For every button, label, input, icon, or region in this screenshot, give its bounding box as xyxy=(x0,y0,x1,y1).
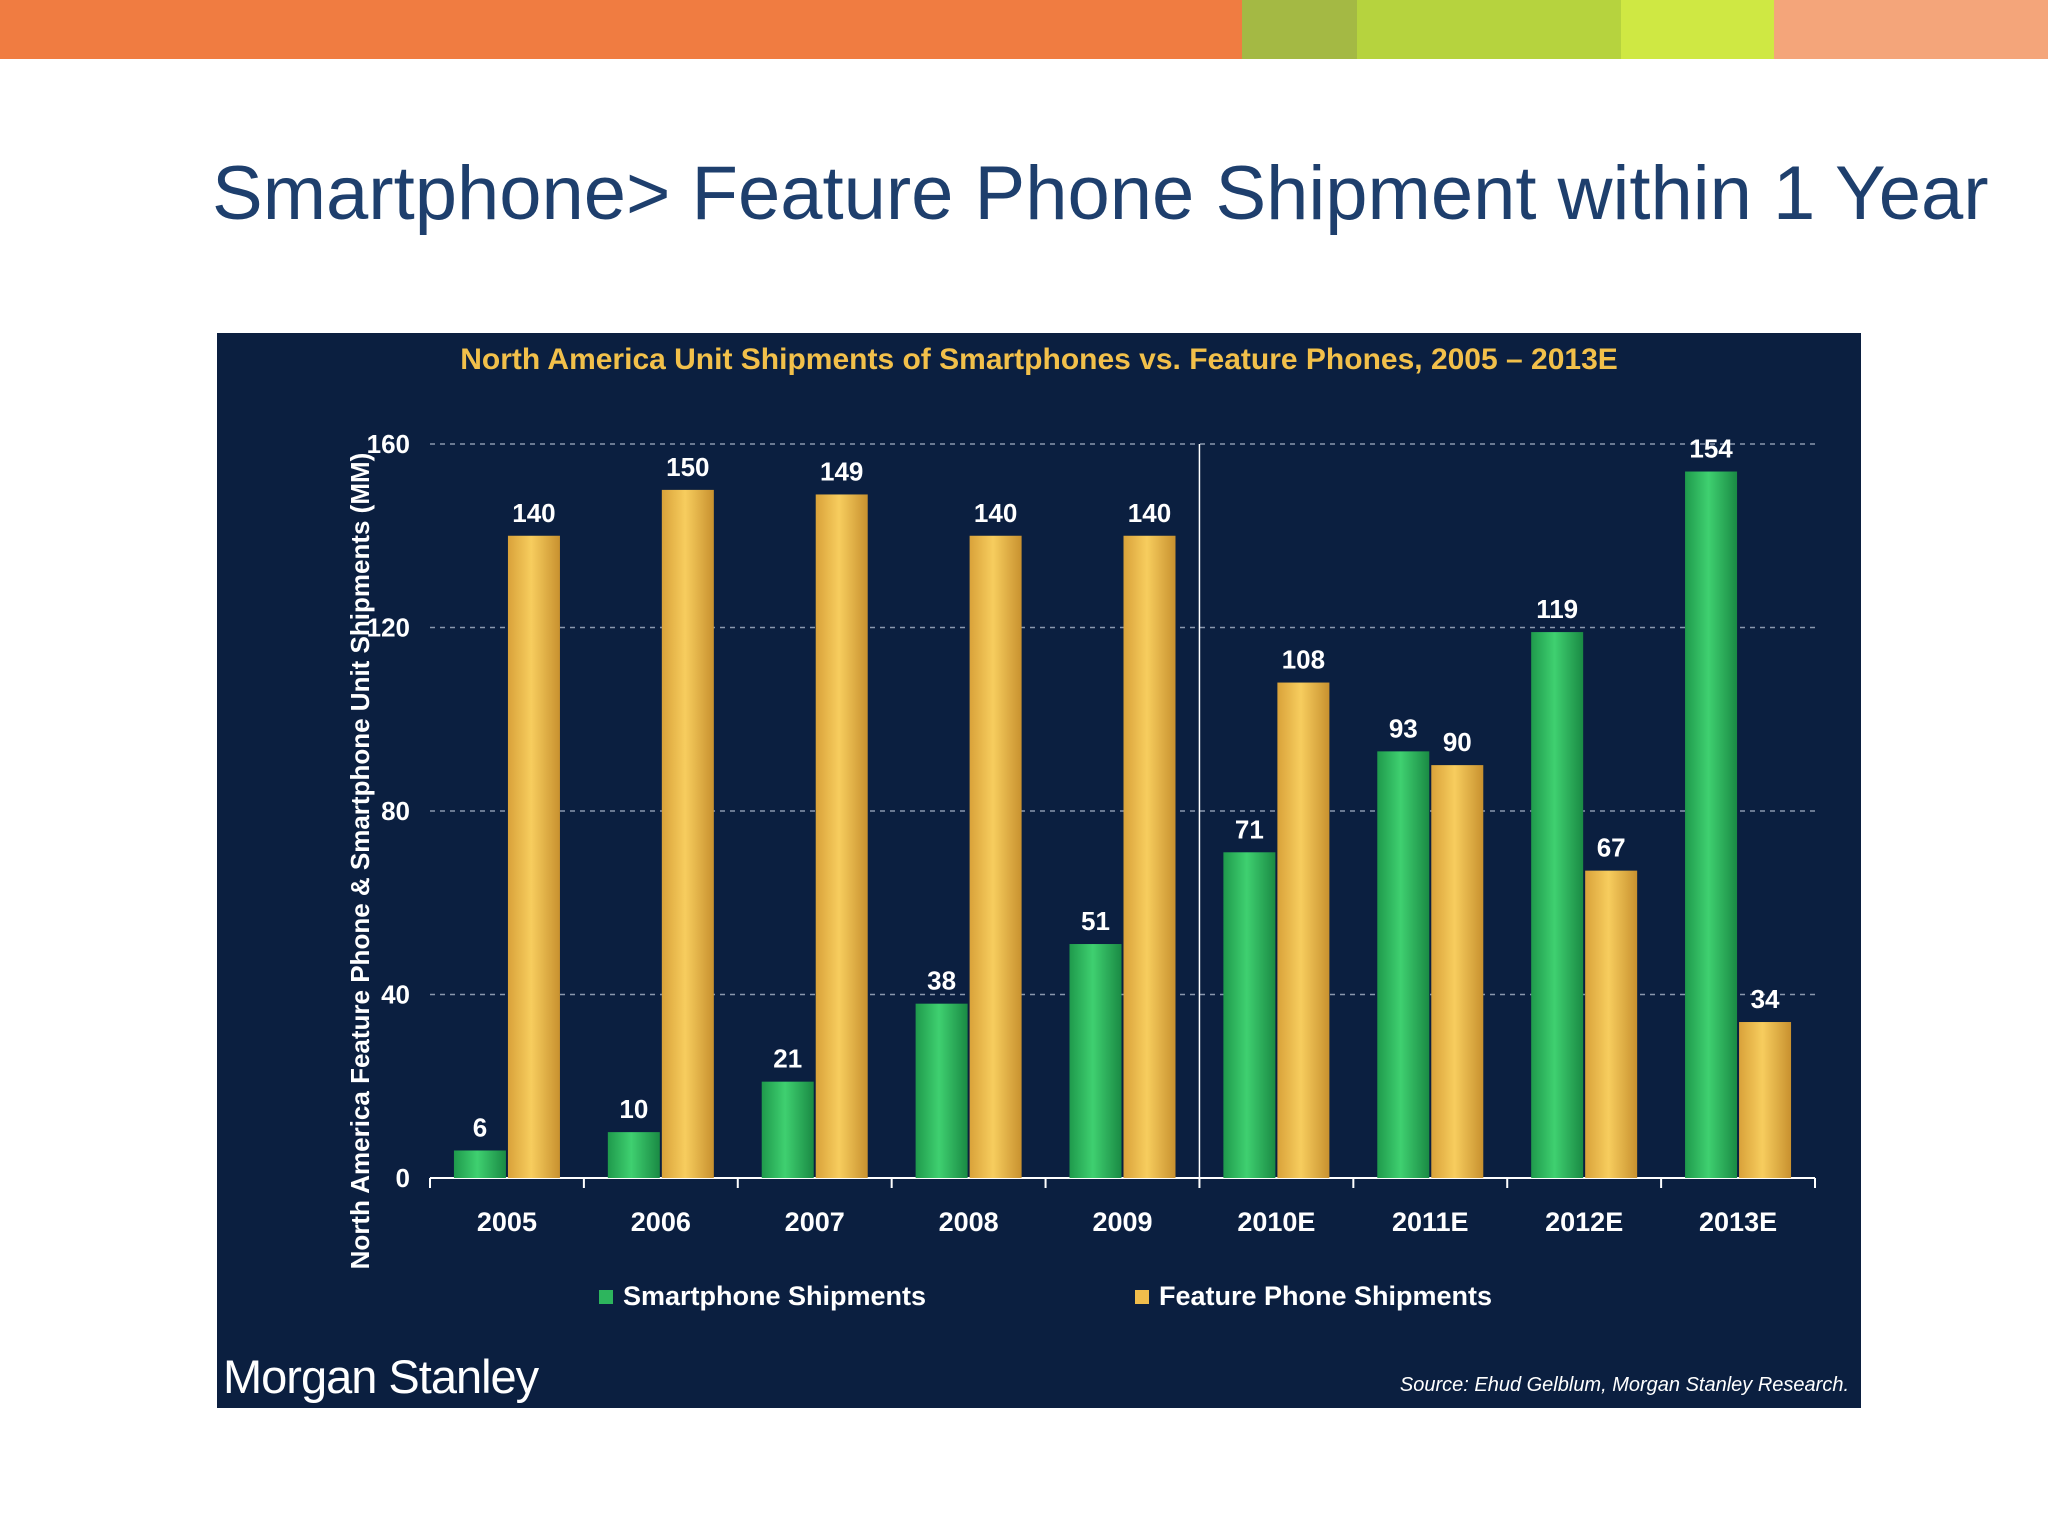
x-tick-label: 2009 xyxy=(1092,1207,1152,1237)
data-label: 34 xyxy=(1751,984,1780,1014)
data-label: 140 xyxy=(512,498,555,528)
data-label: 150 xyxy=(666,452,709,482)
legend-feature: Feature Phone Shipments xyxy=(1135,1281,1492,1312)
chart-panel: 0 40 80 120 160 6 140 2005 10 150 2006 21 149 2007 38 1… xyxy=(217,333,1861,1408)
data-label: 119 xyxy=(1536,594,1578,624)
top-bar-segment xyxy=(1242,0,1357,59)
y-tick-label: 160 xyxy=(367,429,410,459)
source-note: Source: Ehud Gelblum, Morgan Stanley Res… xyxy=(1399,1374,1849,1396)
x-tick-label: 2012E xyxy=(1545,1207,1623,1237)
x-tick-label: 2006 xyxy=(631,1207,691,1237)
chart-title: North America Unit Shipments of Smartpho… xyxy=(460,343,1618,376)
bar-feature xyxy=(1431,765,1484,1178)
bar-feature xyxy=(1739,1022,1792,1178)
bar-smartphone xyxy=(1377,751,1430,1178)
data-label: 149 xyxy=(820,456,863,486)
legend-swatch-feature xyxy=(1135,1289,1149,1304)
top-bar-segment xyxy=(0,0,1242,59)
data-label: 140 xyxy=(974,498,1017,528)
y-tick-label: 0 xyxy=(396,1163,410,1193)
x-tick-label: 2011E xyxy=(1392,1207,1469,1237)
bar-feature xyxy=(815,494,868,1178)
brand-logo: Morgan Stanley xyxy=(223,1350,539,1403)
data-label: 108 xyxy=(1282,645,1325,675)
x-tick-label: 2007 xyxy=(785,1207,845,1237)
legend-label-smartphone: Smartphone Shipments xyxy=(623,1281,927,1311)
legend-label-feature: Feature Phone Shipments xyxy=(1159,1281,1493,1311)
data-label: 90 xyxy=(1443,727,1472,757)
bar-smartphone xyxy=(1685,471,1738,1178)
bar-smartphone xyxy=(1069,944,1122,1178)
data-label: 6 xyxy=(473,1112,487,1142)
bar-smartphone xyxy=(1223,852,1276,1178)
data-label: 38 xyxy=(927,966,956,996)
bar-smartphone xyxy=(1531,632,1584,1178)
bar-feature xyxy=(661,489,714,1178)
data-label: 154 xyxy=(1689,434,1733,464)
bar-feature xyxy=(507,535,560,1178)
slide-title: Smartphone> Feature Phone Shipment withi… xyxy=(212,151,1989,236)
data-label: 67 xyxy=(1597,833,1626,863)
x-tick-label: 2008 xyxy=(939,1207,999,1237)
data-label: 51 xyxy=(1081,906,1110,936)
x-tick-label: 2013E xyxy=(1699,1207,1777,1237)
y-tick-label: 120 xyxy=(367,613,410,643)
x-tick-label: 2005 xyxy=(477,1207,537,1237)
bar-smartphone xyxy=(915,1003,968,1178)
x-tick-label: 2010E xyxy=(1237,1207,1315,1237)
y-tick-label: 80 xyxy=(381,796,410,826)
bar-feature xyxy=(969,535,1022,1178)
bar-smartphone xyxy=(761,1081,814,1178)
bar-feature xyxy=(1585,870,1638,1178)
data-label: 140 xyxy=(1128,498,1171,528)
bar-smartphone xyxy=(607,1132,660,1178)
legend-swatch-smartphone xyxy=(599,1289,613,1304)
data-label: 21 xyxy=(773,1044,802,1074)
bar-smartphone xyxy=(453,1150,506,1178)
top-bar-segment xyxy=(1774,0,2048,59)
y-tick-label: 40 xyxy=(381,980,410,1010)
data-label: 93 xyxy=(1389,713,1418,743)
data-label: 10 xyxy=(619,1094,648,1124)
top-color-bar xyxy=(0,0,2048,59)
top-bar-segment xyxy=(1357,0,1621,59)
bar-feature xyxy=(1123,535,1176,1178)
y-axis-label: North America Feature Phone & Smartphone… xyxy=(345,452,375,1270)
bar-feature xyxy=(1277,682,1330,1178)
chart-plot: 0 40 80 120 160 6 140 2005 10 150 2006 21 149 2007 38 1… xyxy=(367,429,1816,1237)
top-bar-segment xyxy=(1621,0,1774,59)
data-label: 71 xyxy=(1235,814,1264,844)
legend-smartphone: Smartphone Shipments xyxy=(599,1281,926,1312)
